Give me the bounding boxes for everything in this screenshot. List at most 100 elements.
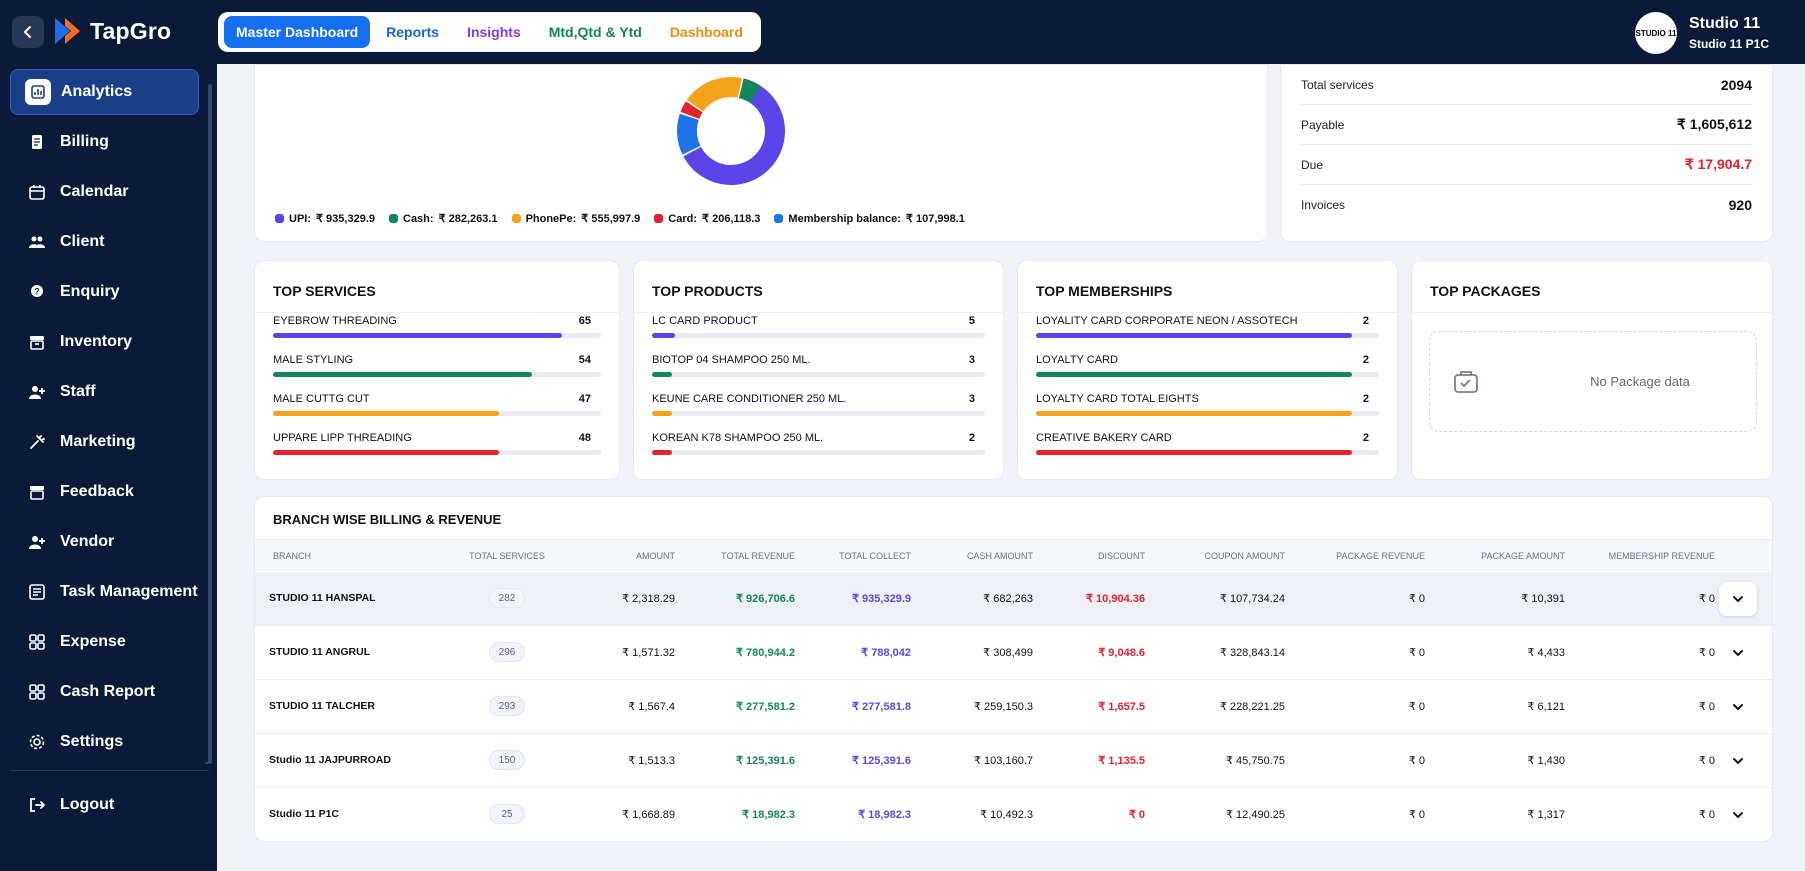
donut-slice-card[interactable] xyxy=(680,101,703,119)
list-item[interactable]: MALE CUTTG CUT 47 xyxy=(273,393,601,423)
progress-fill xyxy=(273,372,533,377)
sidebar-item-cash-report[interactable]: Cash Report xyxy=(10,669,199,715)
branch-revenue-table: BRANCH WISE BILLING & REVENUE BRANCH TOTA… xyxy=(254,496,1773,842)
item-label: LOYALTY CARD xyxy=(1036,354,1118,366)
progress-track xyxy=(273,333,601,338)
studio-switcher[interactable]: STUDIO 11 Studio 11 Studio 11 P1C xyxy=(1634,12,1769,54)
chevron-down-icon xyxy=(1733,596,1743,603)
list-item[interactable]: KEUNE CARE CONDITIONER 250 ML. 3 xyxy=(652,393,985,423)
legend-swatch xyxy=(654,214,664,223)
progress-track xyxy=(1036,411,1379,416)
tab-mtd-qtd-ytd[interactable]: Mtd,Qtd & Ytd xyxy=(548,24,642,40)
revenue-cell: ₹ 125,391.6 xyxy=(736,755,795,767)
tab-dashboard[interactable]: Dashboard xyxy=(669,24,743,40)
sidebar-item-inventory[interactable]: Inventory xyxy=(10,319,199,365)
tab-insights[interactable]: Insights xyxy=(467,24,521,40)
progress-track xyxy=(652,411,985,416)
back-button[interactable] xyxy=(12,16,44,48)
cash-cell: ₹ 308,499 xyxy=(983,647,1033,659)
column-header: AMOUNT xyxy=(636,551,675,561)
item-count: 2 xyxy=(1362,354,1369,366)
progress-fill xyxy=(1036,411,1352,416)
progress-track xyxy=(273,372,601,377)
payment-legend: UPI: ₹ 935,329.9 Cash: ₹ 282,263.1 PhonePe: ₹… xyxy=(275,212,965,225)
table-row[interactable]: STUDIO 11 ANGRUL 296 ₹ 1,571.32 ₹ 780,944.2… xyxy=(255,626,1772,680)
list-item[interactable]: KOREAN K78 SHAMPOO 250 ML. 2 xyxy=(652,432,985,462)
list-item[interactable]: UPPARE LIPP THREADING 48 xyxy=(273,432,601,462)
sidebar-item-marketing[interactable]: Marketing xyxy=(10,419,199,465)
expand-row-button[interactable] xyxy=(1719,744,1757,778)
enquiry-icon: ? xyxy=(24,279,50,305)
studio-branch: Studio 11 P1C xyxy=(1688,37,1769,51)
payment-breakdown-card: UPI: ₹ 935,329.9 Cash: ₹ 282,263.1 PhonePe: ₹… xyxy=(254,64,1268,242)
sidebar-item-label: Cash Report xyxy=(60,683,156,700)
donut-slice-cash[interactable] xyxy=(738,78,761,103)
sidebar-item-expense[interactable]: Expense xyxy=(10,619,199,665)
progress-fill xyxy=(652,333,676,338)
revenue-cell: ₹ 926,706.6 xyxy=(736,593,795,605)
expand-row-button[interactable] xyxy=(1719,582,1757,616)
tab-reports[interactable]: Reports xyxy=(386,24,440,40)
marketing-icon xyxy=(24,429,50,455)
sidebar-item-settings[interactable]: Settings xyxy=(10,719,199,765)
top-packages-card: TOP PACKAGES No Package data xyxy=(1411,260,1773,480)
expand-row-button[interactable] xyxy=(1719,690,1757,724)
legend-swatch xyxy=(511,214,521,223)
table-row[interactable]: Studio 11 P1C 25 ₹ 1,668.89 ₹ 18,982.3 ₹ 18,… xyxy=(255,788,1772,842)
empty-state-text: No Package data xyxy=(1590,374,1690,389)
list-item[interactable]: LOYALTY CARD TOTAL EIGHTS 2 xyxy=(1036,393,1379,423)
list-item[interactable]: LOYALTY CARD 2 xyxy=(1036,354,1379,384)
legend-swatch xyxy=(774,214,784,223)
item-count: 65 xyxy=(578,315,591,327)
cash-cell: ₹ 682,263 xyxy=(983,593,1033,605)
sidebar-item-feedback[interactable]: Feedback xyxy=(10,469,199,515)
sidebar-item-analytics[interactable]: Analytics xyxy=(10,69,199,115)
sidebar-item-billing[interactable]: Billing xyxy=(10,119,199,165)
expand-row-button[interactable] xyxy=(1719,798,1757,832)
cash-cell: ₹ 259,150.3 xyxy=(974,701,1033,713)
studio-avatar: STUDIO 11 xyxy=(1634,12,1677,54)
logout-button[interactable]: Logout xyxy=(10,782,199,828)
summary-label: Total services xyxy=(1301,77,1374,92)
list-item[interactable]: BIOTOP 04 SHAMPOO 250 ML. 3 xyxy=(652,354,985,384)
list-item[interactable]: CREATIVE BAKERY CARD 2 xyxy=(1036,432,1379,462)
list-item[interactable]: MALE STYLING 54 xyxy=(273,354,601,384)
sidebar-item-client[interactable]: Client xyxy=(10,219,199,265)
legend-label: Membership balance: xyxy=(788,212,901,225)
table-row[interactable]: Studio 11 JAJPURROAD 150 ₹ 1,513.3 ₹ 125,39… xyxy=(255,734,1772,788)
list-item[interactable]: EYEBROW THREADING 65 xyxy=(273,315,601,345)
settings-icon xyxy=(24,729,50,755)
scroll-down-icon[interactable]: ⌄ xyxy=(203,756,212,767)
sidebar-item-label: Analytics xyxy=(61,83,133,100)
empty-state: No Package data xyxy=(1429,331,1757,432)
tab-master-dashboard[interactable]: Master Dashboard xyxy=(224,16,371,48)
top-products-card: TOP PRODUCTS LC CARD PRODUCT 5 BIOTOP 04 S… xyxy=(633,260,1004,480)
donut-slice-upi[interactable] xyxy=(683,78,785,185)
sidebar-item-staff[interactable]: Staff xyxy=(10,369,199,415)
table-row[interactable]: STUDIO 11 HANSPAL 282 ₹ 2,318.29 ₹ 926,706.… xyxy=(255,572,1772,626)
donut-slice-membershipbalance[interactable] xyxy=(677,113,701,155)
sidebar-scrollbar[interactable] xyxy=(208,84,212,764)
progress-track xyxy=(1036,450,1379,455)
tapgro-logo-icon xyxy=(55,18,80,44)
sidebar-item-vendor[interactable]: Vendor xyxy=(10,519,199,565)
app-logo[interactable]: TapGro xyxy=(52,14,171,48)
sidebar-item-calendar[interactable]: Calendar xyxy=(10,169,199,215)
legend-label: Cash: xyxy=(403,212,434,225)
progress-track xyxy=(273,450,601,455)
expand-row-button[interactable] xyxy=(1719,636,1757,670)
table-row[interactable]: STUDIO 11 TALCHER 293 ₹ 1,567.4 ₹ 277,581.2… xyxy=(255,680,1772,734)
sidebar-item-task-management[interactable]: Task Management xyxy=(10,569,199,615)
services-count-badge: 293 xyxy=(489,696,525,716)
divider xyxy=(255,312,619,313)
services-count-badge: 25 xyxy=(489,804,525,824)
list-item[interactable]: LC CARD PRODUCT 5 xyxy=(652,315,985,345)
donut-slice-phonepe[interactable] xyxy=(686,77,742,112)
summary-label: Invoices xyxy=(1301,198,1346,212)
sidebar-item-enquiry[interactable]: ? Enquiry xyxy=(10,269,199,315)
task-icon xyxy=(24,579,50,605)
summary-value: 2094 xyxy=(1720,76,1752,93)
list-item[interactable]: LOYALITY CARD CORPORATE NEON / ASSOTECH 2 xyxy=(1036,315,1379,345)
column-header: DISCOUNT xyxy=(1098,551,1145,561)
item-count: 47 xyxy=(578,393,591,405)
